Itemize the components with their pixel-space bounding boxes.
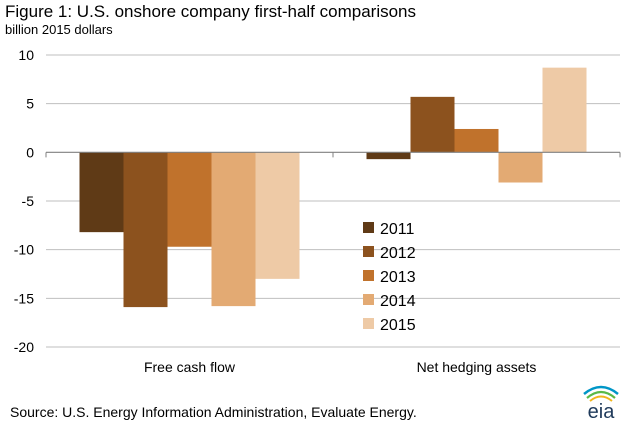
y-tick-label: -20 <box>14 339 34 355</box>
chart-subtitle: billion 2015 dollars <box>5 22 113 37</box>
y-axis-ticks: 10 5 0 -5 -10 -15 -20 <box>14 47 34 355</box>
bar-2014-net-hedging-assets <box>498 152 543 183</box>
y-tick-label: -5 <box>22 193 35 209</box>
logo-wordmark: eia <box>588 401 616 422</box>
bar-2015-free-cash-flow <box>255 152 300 279</box>
legend-swatch-2012 <box>363 246 374 257</box>
y-tick-label: 10 <box>18 47 34 63</box>
bar-2011-net-hedging-assets <box>366 152 411 160</box>
y-tick-label: -10 <box>14 242 34 258</box>
legend-label-2012: 2012 <box>380 245 416 262</box>
y-tick-label: 5 <box>26 96 34 112</box>
legend-swatch-2014 <box>363 294 374 305</box>
bar-2014-free-cash-flow <box>211 152 256 307</box>
y-tick-label: 0 <box>26 144 34 160</box>
bar-2012-net-hedging-assets <box>410 96 455 153</box>
legend-label-2013: 2013 <box>380 269 416 286</box>
x-category-label: Net hedging assets <box>417 359 537 375</box>
chart-title: Figure 1: U.S. onshore company first-hal… <box>5 2 417 21</box>
legend-label-2011: 2011 <box>380 221 415 238</box>
legend-swatch-2015 <box>363 318 374 329</box>
bar-2013-net-hedging-assets <box>454 128 499 153</box>
legend-swatch-2011 <box>363 222 374 233</box>
axes <box>45 151 621 158</box>
legend-label-2014: 2014 <box>380 293 416 310</box>
bars <box>79 67 587 308</box>
bar-2011-free-cash-flow <box>79 152 124 233</box>
bar-2012-free-cash-flow <box>123 152 168 308</box>
legend-swatch-2013 <box>363 270 374 281</box>
bar-2013-free-cash-flow <box>167 152 212 247</box>
bar-2015-net-hedging-assets <box>542 67 587 153</box>
x-axis-labels: Free cash flow Net hedging assets <box>144 359 536 375</box>
legend: 2011 2012 2013 2014 2015 <box>363 221 416 334</box>
eia-logo: eia <box>583 385 619 422</box>
x-category-label: Free cash flow <box>144 359 236 375</box>
source-note: Source: U.S. Energy Information Administ… <box>10 404 417 420</box>
legend-label-2015: 2015 <box>380 317 416 334</box>
y-tick-label: -15 <box>14 290 34 306</box>
